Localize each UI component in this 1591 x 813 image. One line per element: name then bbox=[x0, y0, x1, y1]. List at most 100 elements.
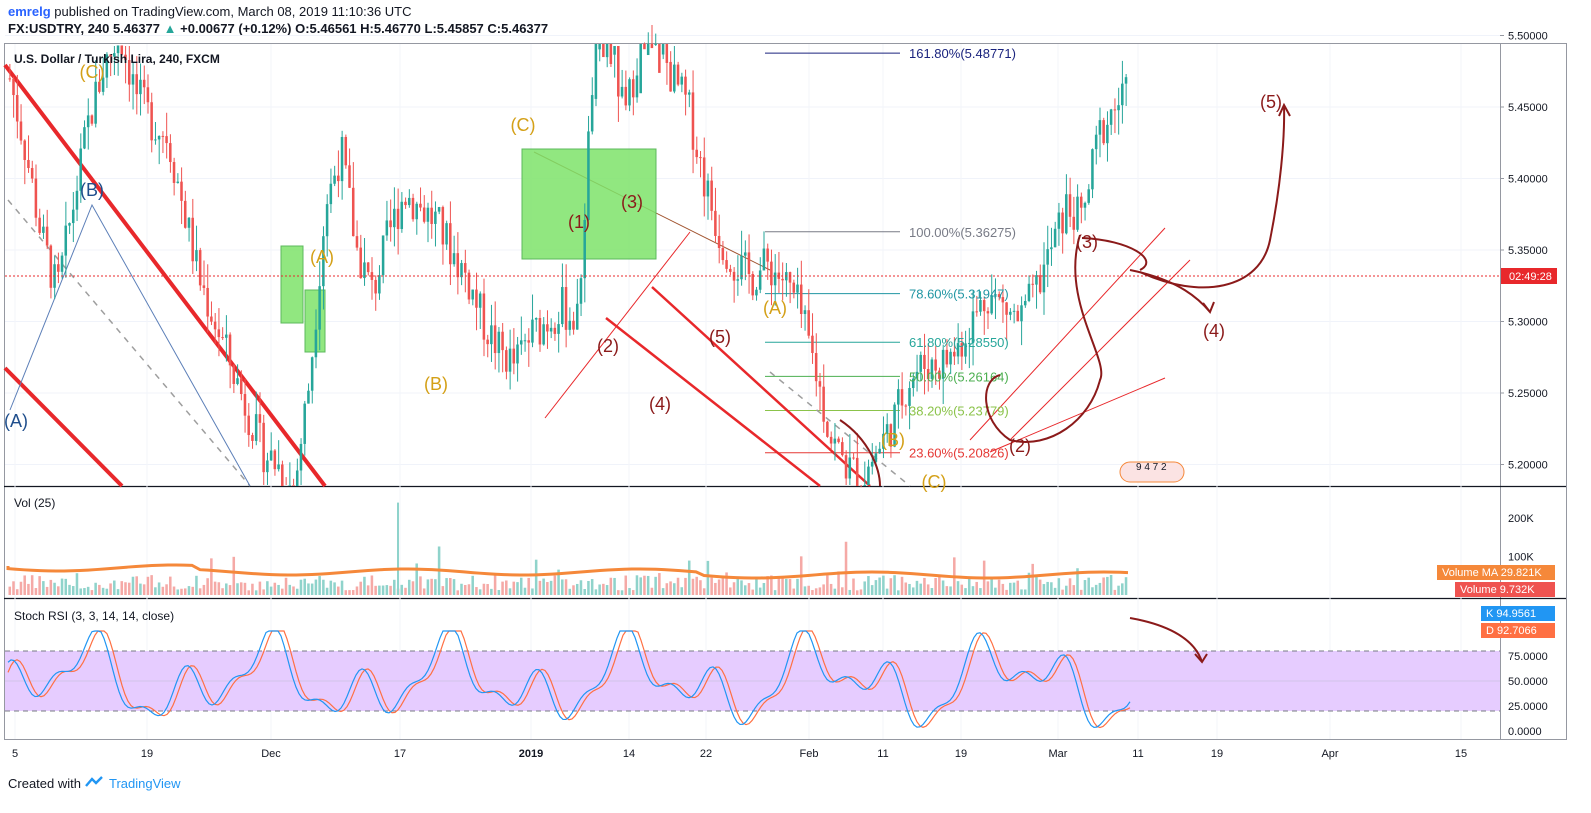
stoch-tick-label: 50.0000 bbox=[1508, 676, 1548, 688]
volume-bar bbox=[299, 579, 303, 595]
volume-bar bbox=[385, 585, 389, 595]
candle-body bbox=[867, 466, 870, 486]
volume-bar bbox=[318, 576, 321, 595]
fib-level-label: 161.80%(5.48771) bbox=[909, 46, 1016, 61]
volume-bar bbox=[949, 586, 952, 595]
candle-body bbox=[617, 46, 620, 97]
candle-body bbox=[1076, 196, 1079, 230]
candle-body bbox=[482, 293, 486, 340]
candle-body bbox=[874, 453, 878, 462]
candle-body bbox=[527, 340, 530, 343]
volume-bar bbox=[449, 578, 452, 595]
volume-bar bbox=[400, 584, 404, 595]
volume-bar bbox=[911, 587, 915, 595]
volume-bar bbox=[1016, 580, 1020, 595]
candle-body bbox=[833, 438, 837, 444]
volume-bar bbox=[751, 589, 754, 595]
time-tick-label: 11 bbox=[1132, 748, 1143, 760]
volume-bar bbox=[661, 588, 665, 595]
time-tick-label: 5 bbox=[12, 748, 18, 760]
volume-bar bbox=[523, 587, 527, 595]
volume-bar bbox=[803, 586, 807, 595]
hand-drawn-curve bbox=[985, 234, 1103, 443]
volume-bar bbox=[407, 579, 411, 595]
candle-body bbox=[986, 311, 990, 314]
candle-body bbox=[157, 135, 161, 140]
volume-ma-line bbox=[6, 563, 1129, 580]
volume-bar bbox=[855, 590, 859, 595]
candle-body bbox=[475, 289, 478, 308]
volume-bar bbox=[116, 589, 120, 595]
volume-bar bbox=[542, 578, 545, 595]
volume-bar bbox=[620, 590, 624, 595]
volume-bar bbox=[42, 581, 45, 595]
up-arrow-icon: ▲ bbox=[163, 21, 177, 36]
candle-body bbox=[221, 337, 224, 339]
candle-body bbox=[706, 180, 710, 197]
volume-bar bbox=[1038, 579, 1042, 595]
candle-body bbox=[1102, 120, 1105, 144]
volume-bar bbox=[497, 589, 501, 595]
volume-bar bbox=[359, 581, 362, 595]
candle-body bbox=[639, 44, 642, 94]
volume-bar bbox=[172, 586, 176, 595]
candle-body bbox=[258, 414, 262, 423]
candle-body bbox=[964, 343, 967, 357]
author-link[interactable]: emrelg bbox=[8, 4, 51, 19]
candle-body bbox=[1012, 310, 1016, 312]
candle-body bbox=[213, 321, 217, 330]
volume-bar bbox=[434, 579, 437, 595]
candle-body bbox=[702, 157, 706, 197]
candle-body bbox=[366, 262, 370, 273]
candle-body bbox=[930, 359, 934, 379]
volume-bar bbox=[314, 579, 318, 595]
candle-body bbox=[620, 86, 624, 97]
volume-bar bbox=[777, 576, 781, 595]
candle-body bbox=[598, 44, 601, 50]
volume-bar bbox=[546, 582, 549, 595]
volume-bar bbox=[337, 586, 340, 595]
volume-bar bbox=[792, 588, 796, 595]
volume-bar bbox=[478, 589, 482, 595]
wave-label: (5) bbox=[709, 327, 731, 347]
candle-body bbox=[654, 44, 657, 45]
volume-bar bbox=[165, 584, 168, 595]
volume-bar bbox=[553, 575, 557, 595]
volume-bar bbox=[490, 588, 493, 595]
candle-body bbox=[575, 303, 579, 330]
volume-bar bbox=[75, 573, 79, 595]
volume-bar bbox=[232, 556, 236, 595]
candle-body bbox=[109, 54, 112, 57]
volume-bar bbox=[83, 588, 86, 595]
candle-body bbox=[788, 272, 792, 283]
volume-bar bbox=[740, 580, 743, 595]
volume-bar bbox=[251, 583, 254, 595]
volume-tick-label: 200K bbox=[1508, 513, 1534, 525]
candle-body bbox=[557, 324, 560, 334]
fib-level-label: 61.80%(5.28550) bbox=[909, 335, 1009, 350]
volume-bar bbox=[94, 582, 97, 595]
candle-body bbox=[635, 75, 639, 98]
volume-bar bbox=[471, 575, 474, 595]
volume-bar bbox=[934, 577, 937, 595]
candle-body bbox=[281, 464, 284, 486]
candle-body bbox=[124, 54, 127, 61]
volume-bar bbox=[266, 581, 269, 595]
candle-body bbox=[613, 46, 616, 55]
candle-body bbox=[86, 115, 90, 128]
tradingview-brand[interactable]: TradingView bbox=[108, 776, 181, 791]
volume-bar bbox=[142, 584, 146, 595]
candle-body bbox=[329, 183, 333, 205]
volume-bar bbox=[60, 578, 64, 595]
volume-bar bbox=[1098, 582, 1102, 595]
candle-body bbox=[1046, 249, 1049, 265]
candle-body bbox=[180, 181, 183, 201]
volume-bar bbox=[210, 558, 213, 595]
candle-body bbox=[12, 78, 15, 96]
fib-level-label: 100.00%(5.36275) bbox=[909, 225, 1016, 240]
candle-body bbox=[553, 327, 557, 334]
candle-body bbox=[1001, 297, 1005, 303]
volume-bar bbox=[146, 576, 150, 595]
candle-body bbox=[699, 157, 702, 159]
